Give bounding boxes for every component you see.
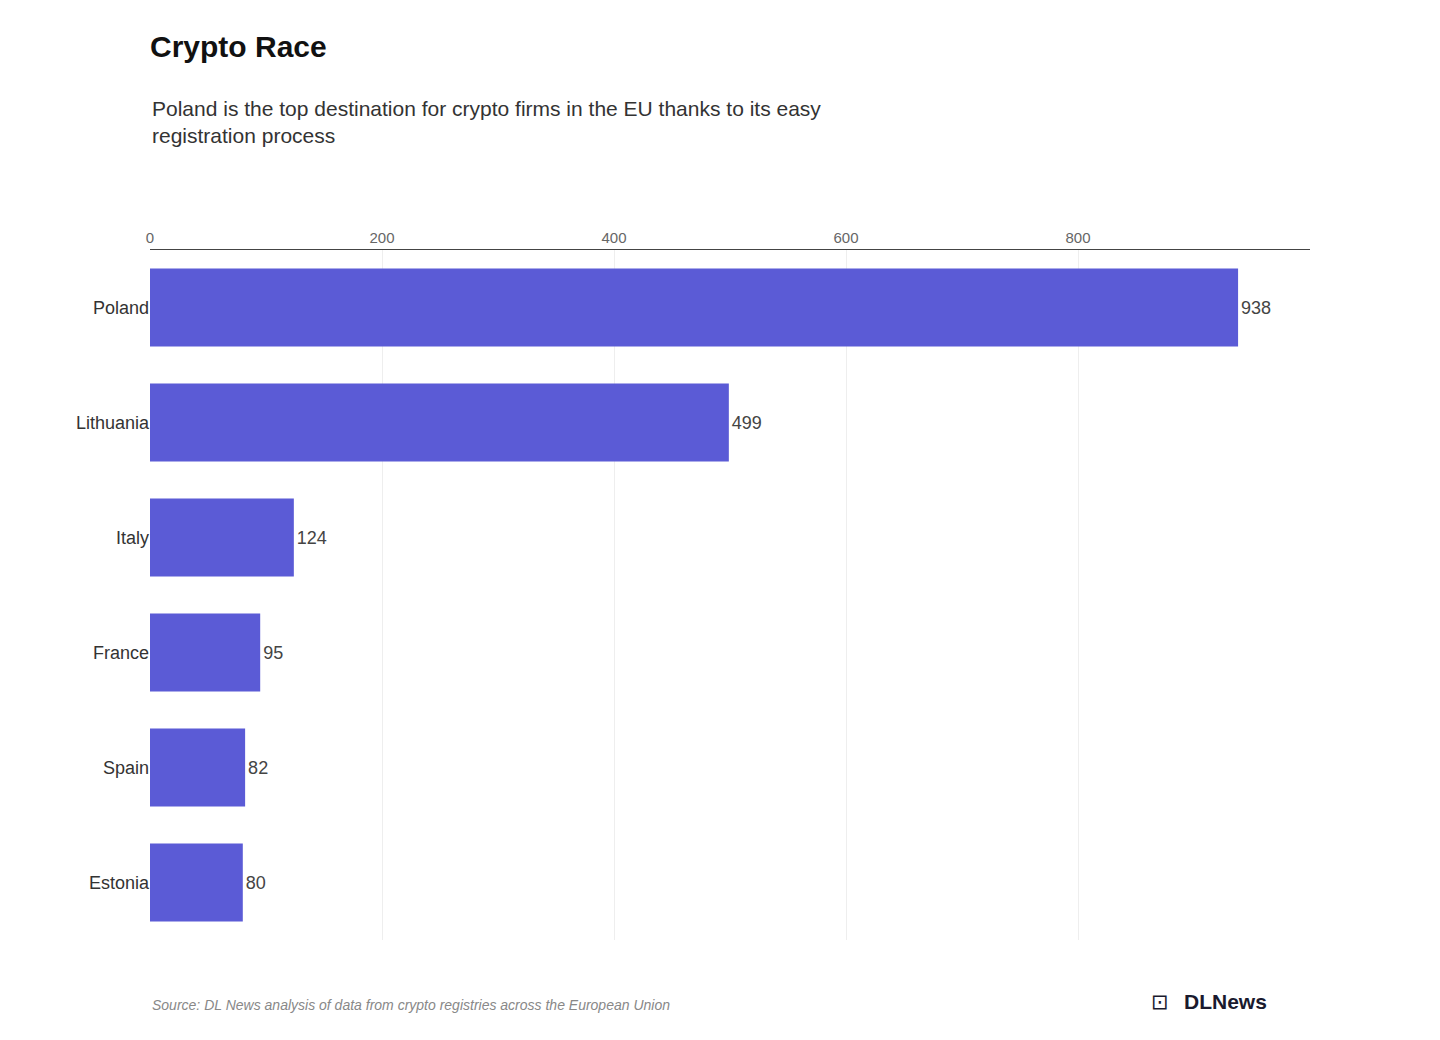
svg-text:Poland is the top destination: Poland is the top destination for crypto… bbox=[152, 97, 821, 147]
svg-text:124: 124 bbox=[297, 528, 327, 548]
svg-text:938: 938 bbox=[1241, 298, 1271, 318]
svg-text:80: 80 bbox=[246, 873, 266, 893]
svg-text:Lithuania: Lithuania bbox=[76, 413, 150, 433]
svg-text:82: 82 bbox=[248, 758, 268, 778]
svg-text:600: 600 bbox=[833, 229, 858, 246]
svg-text:DLNews: DLNews bbox=[1184, 990, 1267, 1013]
svg-text:Poland: Poland bbox=[93, 298, 149, 318]
svg-text:France: France bbox=[93, 643, 149, 663]
svg-text:Source: DL News analysis of da: Source: DL News analysis of data from cr… bbox=[152, 997, 670, 1013]
svg-text:0: 0 bbox=[146, 229, 154, 246]
svg-text:Estonia: Estonia bbox=[89, 873, 150, 893]
svg-text:200: 200 bbox=[369, 229, 394, 246]
svg-text:Italy: Italy bbox=[116, 528, 149, 548]
svg-text:95: 95 bbox=[263, 643, 283, 663]
svg-text:400: 400 bbox=[601, 229, 626, 246]
svg-text:Crypto Race: Crypto Race bbox=[150, 30, 327, 63]
svg-text:Spain: Spain bbox=[103, 758, 149, 778]
svg-text:800: 800 bbox=[1065, 229, 1090, 246]
svg-text:499: 499 bbox=[732, 413, 762, 433]
svg-text:⊡: ⊡ bbox=[1151, 990, 1169, 1013]
